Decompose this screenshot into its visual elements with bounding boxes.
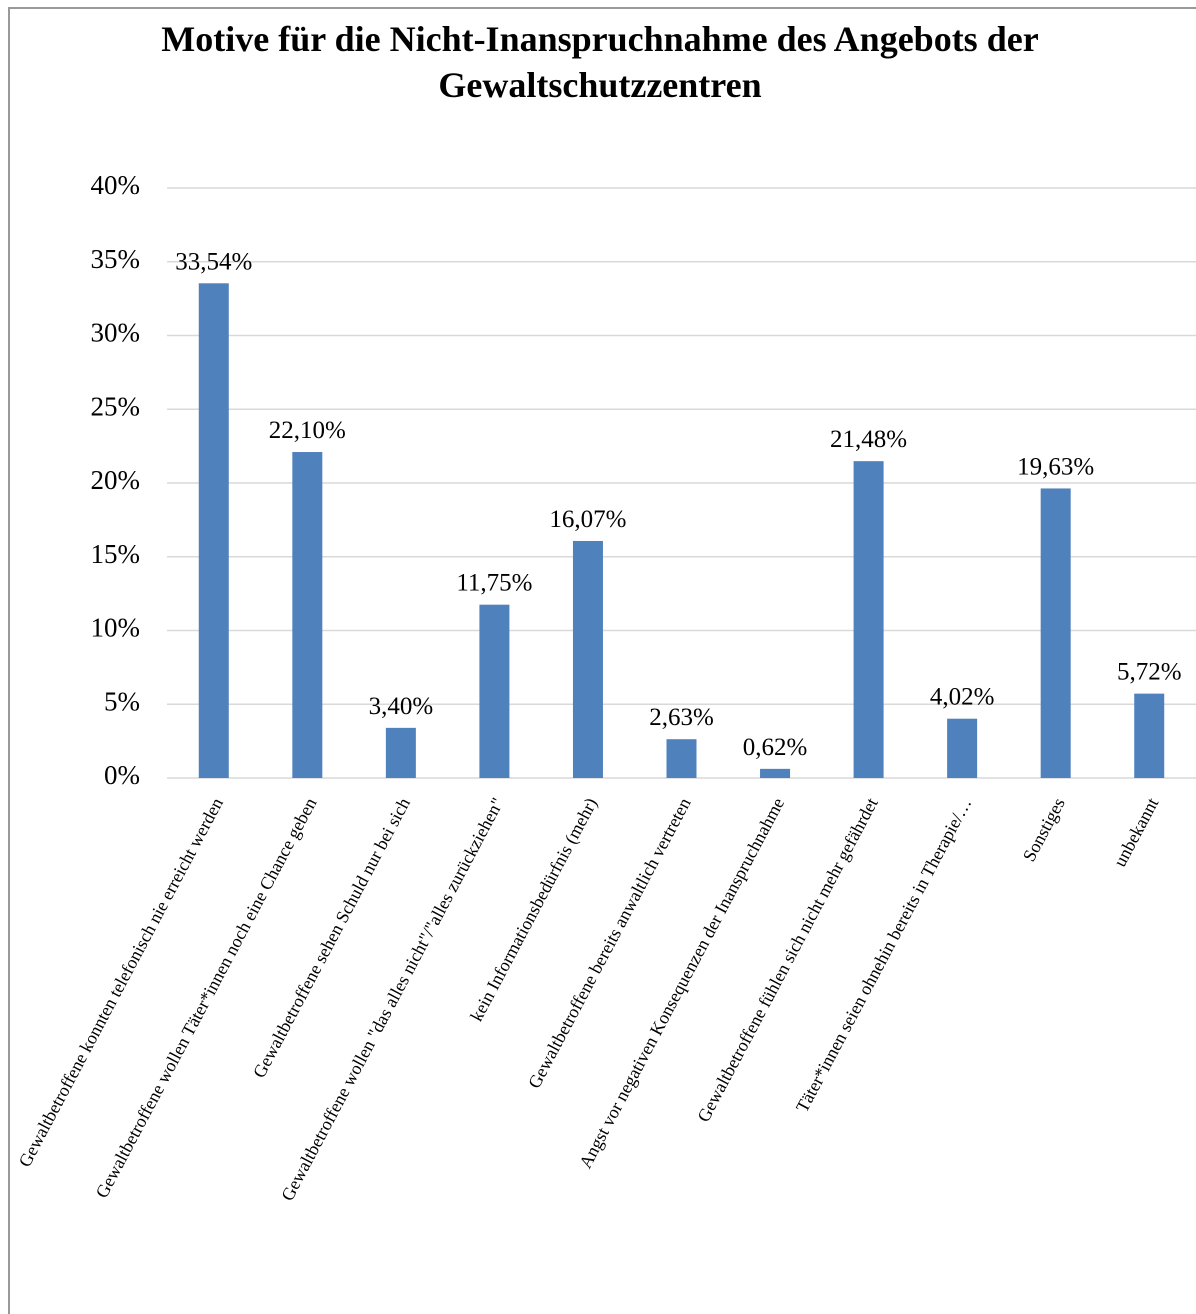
value-label: 16,07% [549,506,626,533]
y-tick-label: 10% [91,613,141,643]
value-label: 19,63% [1017,453,1094,480]
value-label: 22,10% [269,417,346,444]
x-tick-label: Gewaltbetroffene wollen Täter*innen noch… [91,794,320,1201]
bar [853,461,884,778]
y-tick-label: 40% [91,170,141,200]
bar [479,604,510,778]
chart-frame [8,7,1196,1314]
x-tick-label: Gewaltbetroffene konnten telefonisch nie… [14,794,226,1170]
y-tick-label: 25% [91,391,141,421]
bar [947,718,978,778]
bar [1040,488,1071,778]
value-label: 4,02% [930,684,995,711]
value-label: 5,72% [1117,659,1182,686]
y-tick-label: 15% [91,539,141,569]
bar [572,540,603,778]
x-tick-label: Gewaltbetroffene wollen "das alles nicht… [277,794,508,1204]
x-tick-label: Täter*innen seien ohnehin bereits in The… [792,794,975,1115]
x-tick-label: Sonstiges [1019,794,1069,864]
x-tick-label: Angst vor negativen Konsequenzen der Ina… [575,794,788,1171]
value-label: 0,62% [743,734,808,761]
value-label: 33,54% [175,248,252,275]
bar [198,283,229,778]
bar [292,452,323,778]
bar [760,768,791,778]
bar [666,739,697,778]
y-tick-label: 30% [91,318,141,348]
bar [1134,693,1165,778]
x-tick-label: Gewaltbetroffene bereits anwaltlich vert… [524,794,695,1091]
y-tick-label: 20% [91,465,141,495]
value-label: 11,75% [456,570,532,597]
value-label: 3,40% [369,693,434,720]
chart-title: Motive für die Nicht-Inanspruchnahme des… [161,19,1039,105]
x-tick-label: Gewaltbetroffene fühlen sich nicht mehr … [693,794,882,1125]
y-tick-label: 0% [104,760,140,790]
x-tick-label: unbekannt [1110,794,1163,870]
value-label: 21,48% [830,426,907,453]
y-tick-label: 35% [91,244,141,274]
y-tick-label: 5% [104,686,140,716]
x-tick-label: Gewaltbetroffene sehen Schuld nur bei si… [249,794,414,1081]
bar [385,727,416,778]
value-label: 2,63% [649,704,714,731]
